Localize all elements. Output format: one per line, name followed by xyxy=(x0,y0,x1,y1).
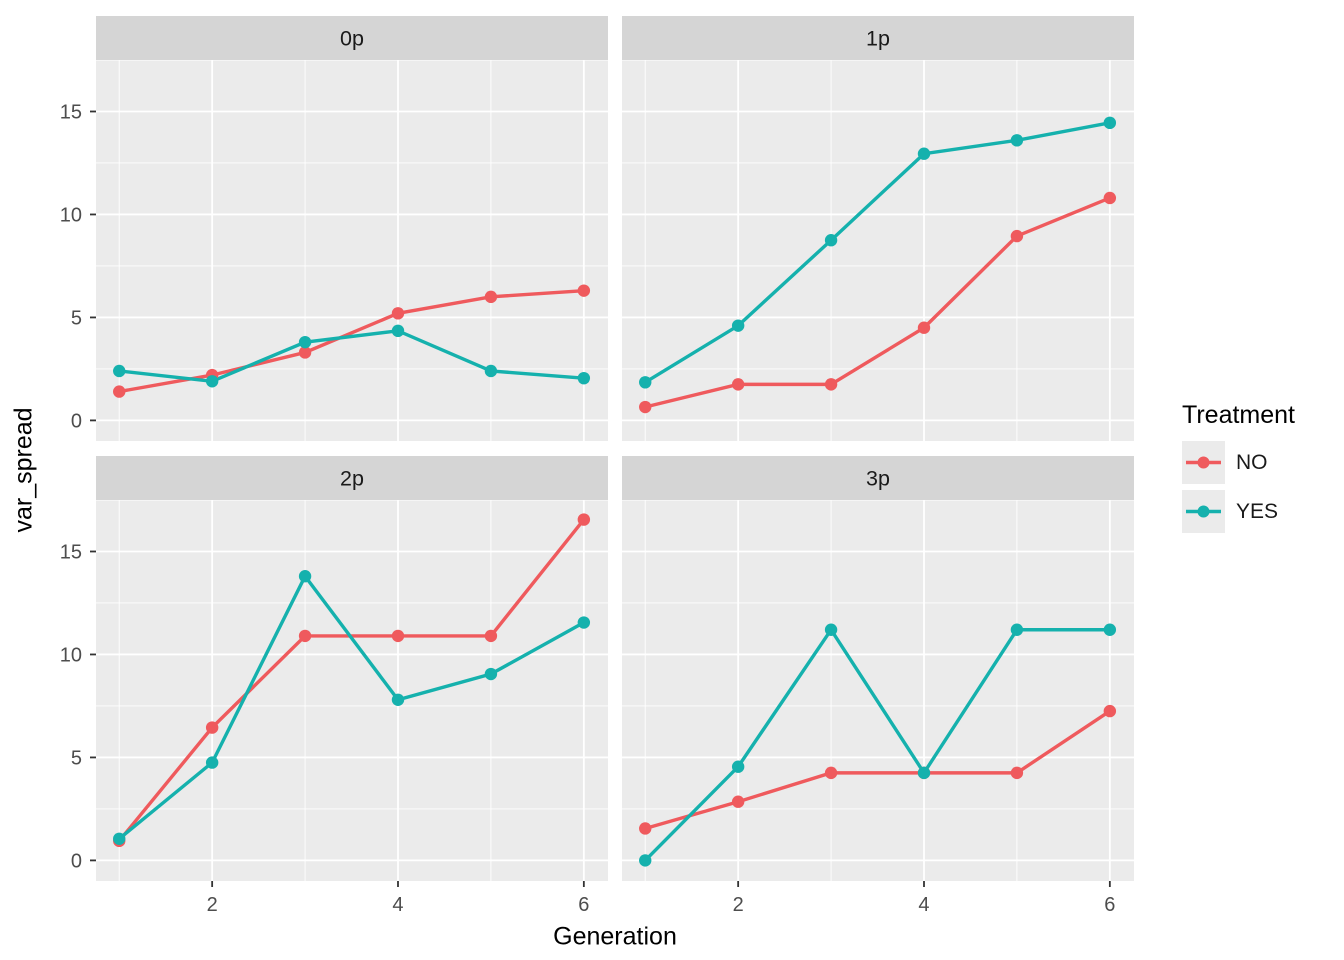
data-point-yes-3p-x6 xyxy=(1103,623,1117,636)
panel-2p xyxy=(96,500,608,881)
legend-key-no xyxy=(1182,441,1225,484)
data-point-yes-1p-x1 xyxy=(639,376,652,389)
data-point-yes-3p-x4 xyxy=(917,766,931,780)
data-point-no-3p-x3 xyxy=(824,766,838,780)
panel-3p xyxy=(622,500,1134,881)
facet-strip-3p xyxy=(622,456,1134,500)
y-tick-label: 15 xyxy=(60,541,82,563)
y-tick-label: 5 xyxy=(71,307,82,329)
y-tick-label: 0 xyxy=(71,410,82,432)
data-point-yes-2p-x4 xyxy=(391,693,405,706)
legend: Treatment NO YES xyxy=(1182,401,1344,539)
data-point-yes-2p-x3 xyxy=(298,570,312,583)
line-point-icon xyxy=(1186,505,1221,518)
data-point-yes-2p-x1 xyxy=(113,832,126,845)
data-point-no-3p-x2 xyxy=(731,795,745,808)
series-line-no-3p xyxy=(644,709,1111,831)
data-point-no-1p-x1 xyxy=(639,400,652,414)
data-point-no-0p-x6 xyxy=(577,284,591,297)
x-tick-label: 6 xyxy=(578,894,589,916)
data-point-no-3p-x5 xyxy=(1010,766,1024,780)
data-point-no-0p-x1 xyxy=(113,385,126,398)
data-point-yes-1p-x5 xyxy=(1010,134,1024,147)
data-point-yes-1p-x2 xyxy=(731,319,745,332)
y-axis-title: var_spread xyxy=(9,407,38,533)
legend-item-no: NO xyxy=(1182,441,1344,484)
series-line-yes-0p xyxy=(119,329,584,384)
data-point-no-2p-x4 xyxy=(391,629,405,643)
facet-strip-0p xyxy=(96,16,608,60)
data-point-yes-2p-x2 xyxy=(205,756,219,769)
data-point-yes-0p-x3 xyxy=(298,335,312,349)
y-tick-label: 5 xyxy=(71,747,82,769)
series-line-no-1p xyxy=(644,196,1111,409)
facet-strip-2p xyxy=(96,456,608,500)
data-point-no-1p-x6 xyxy=(1103,191,1117,205)
data-point-no-0p-x5 xyxy=(484,290,498,304)
x-axis-title: Generation xyxy=(553,922,677,951)
legend-title: Treatment xyxy=(1182,401,1296,429)
data-point-no-1p-x4 xyxy=(917,321,931,334)
data-point-yes-3p-x3 xyxy=(824,623,838,636)
y-tick-label: 10 xyxy=(60,204,82,226)
data-point-yes-3p-x2 xyxy=(731,760,745,773)
data-point-no-2p-x3 xyxy=(298,629,312,643)
data-point-yes-3p-x1 xyxy=(639,854,652,867)
data-point-yes-0p-x1 xyxy=(113,364,126,378)
data-point-no-1p-x2 xyxy=(731,378,745,391)
data-point-no-3p-x6 xyxy=(1103,704,1117,718)
data-point-yes-0p-x6 xyxy=(577,371,591,385)
data-point-yes-0p-x2 xyxy=(205,375,219,388)
x-tick-label: 6 xyxy=(1104,894,1115,916)
data-point-no-0p-x3 xyxy=(298,346,312,359)
data-point-yes-2p-x5 xyxy=(484,667,498,681)
facet-strip-label: 0p xyxy=(340,27,364,51)
legend-key-yes xyxy=(1182,490,1225,533)
panel-1p xyxy=(622,60,1134,441)
x-tick-label: 4 xyxy=(392,894,403,916)
facet-strip-1p xyxy=(622,16,1134,60)
series-line-no-0p xyxy=(118,288,584,394)
facet-strip-label: 3p xyxy=(866,467,890,491)
data-point-no-3p-x1 xyxy=(639,822,652,835)
facet-strip-label: 1p xyxy=(866,27,890,51)
x-tick-label: 2 xyxy=(733,894,744,916)
series-line-yes-1p xyxy=(644,121,1111,384)
panel-0p xyxy=(96,60,608,441)
facet-strip-label: 2p xyxy=(340,467,364,491)
series-line-yes-2p xyxy=(118,572,585,841)
data-point-no-2p-x2 xyxy=(205,721,219,734)
data-point-no-0p-x4 xyxy=(391,307,405,320)
data-point-no-2p-x5 xyxy=(484,629,498,643)
legend-item-yes: YES xyxy=(1182,490,1344,533)
data-point-no-2p-x6 xyxy=(577,513,591,526)
data-point-no-1p-x3 xyxy=(824,378,838,391)
data-point-yes-0p-x5 xyxy=(484,364,498,378)
series-line-yes-3p xyxy=(644,626,1110,862)
data-point-no-1p-x5 xyxy=(1010,229,1024,243)
x-tick-label: 2 xyxy=(207,894,218,916)
data-point-yes-0p-x4 xyxy=(391,324,405,338)
data-point-yes-1p-x4 xyxy=(917,147,931,160)
data-point-yes-1p-x3 xyxy=(824,234,838,247)
data-point-yes-3p-x5 xyxy=(1010,623,1024,636)
legend-label-no: NO xyxy=(1236,450,1268,474)
y-tick-label: 0 xyxy=(71,850,82,872)
data-point-yes-2p-x6 xyxy=(577,616,591,629)
x-tick-label: 4 xyxy=(918,894,929,916)
y-tick-label: 10 xyxy=(60,644,82,666)
data-point-yes-1p-x6 xyxy=(1103,116,1117,130)
line-point-icon xyxy=(1186,456,1221,469)
legend-label-yes: YES xyxy=(1236,499,1279,523)
y-tick-label: 15 xyxy=(60,101,82,123)
